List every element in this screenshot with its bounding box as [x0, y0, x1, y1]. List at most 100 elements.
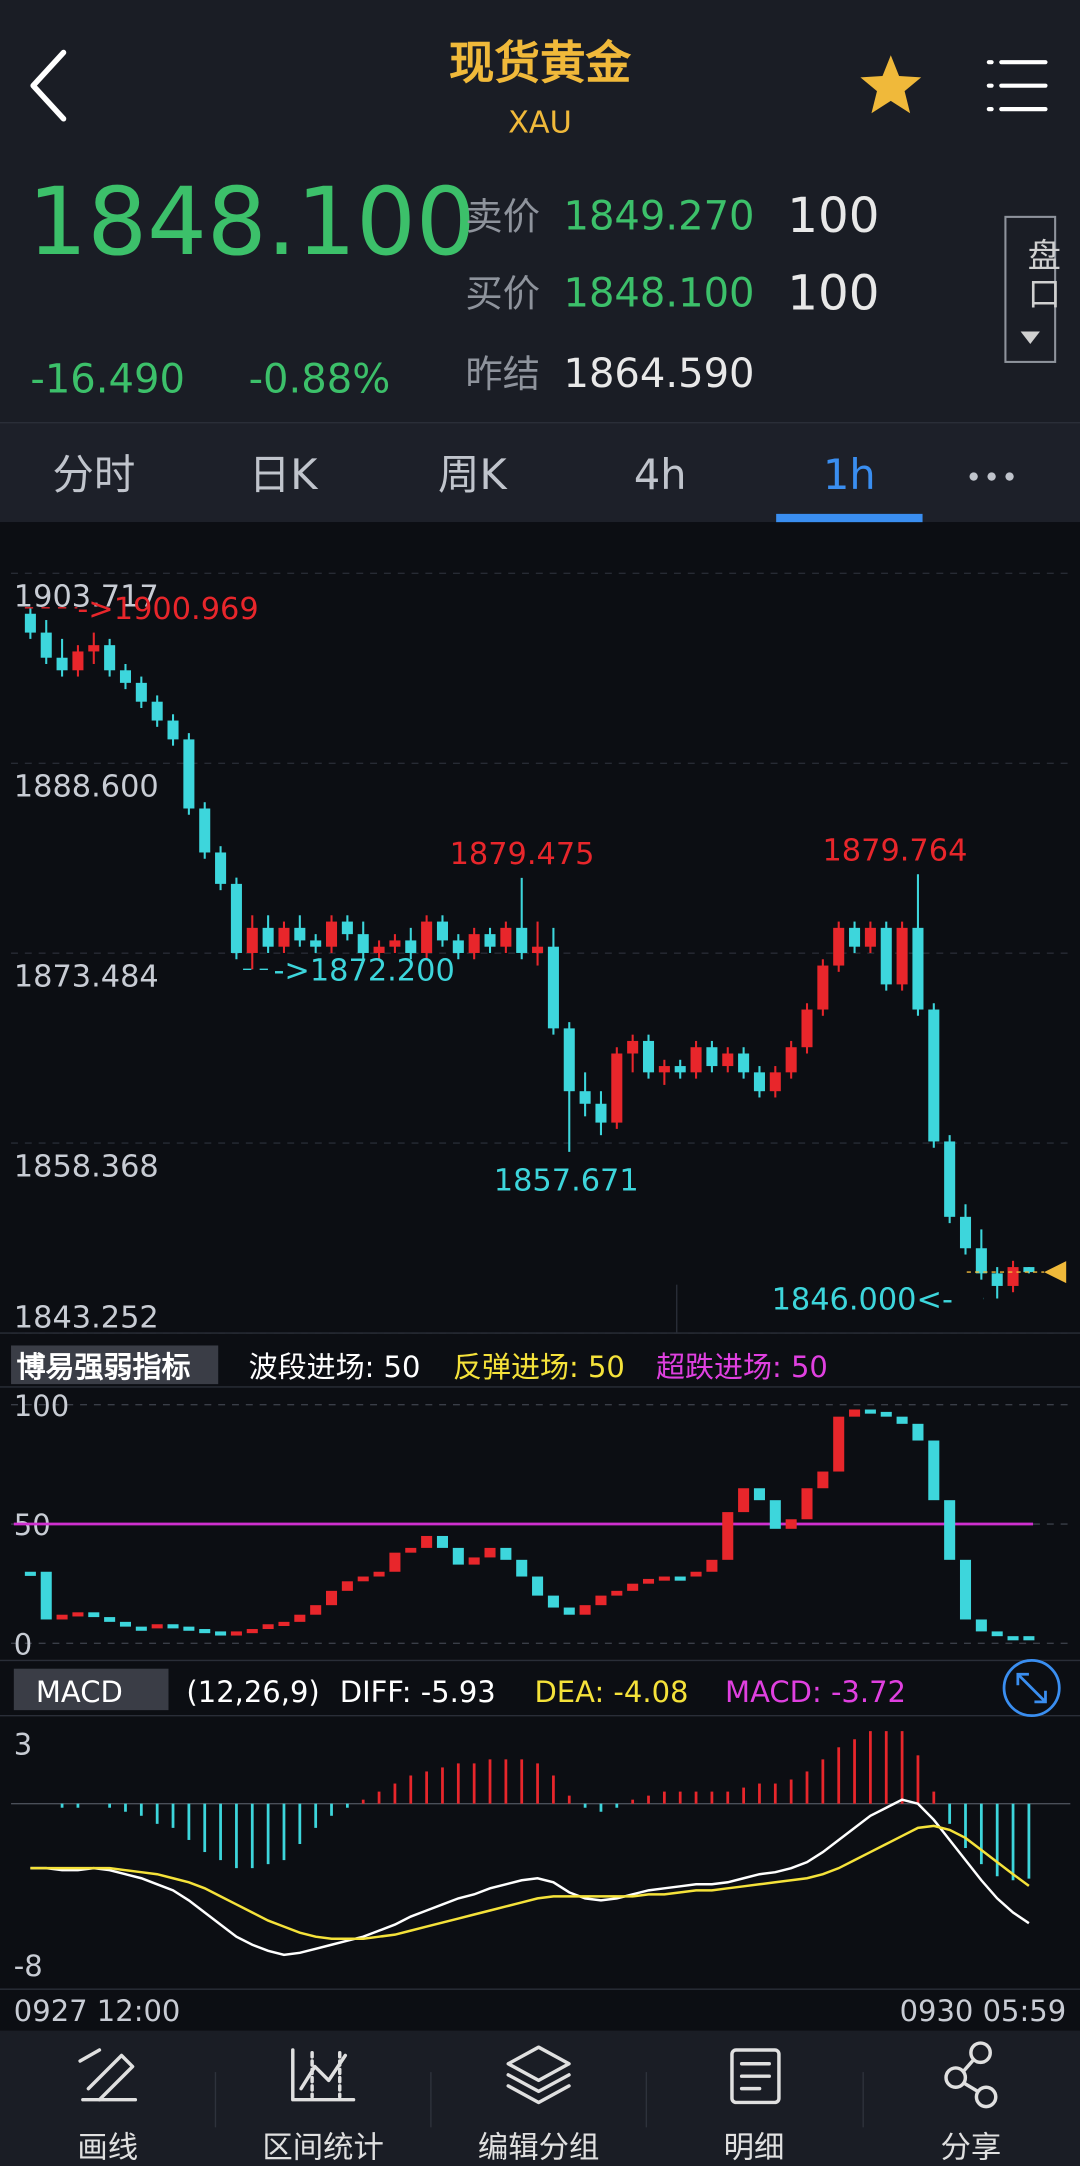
indicator-bar — [975, 1619, 987, 1632]
indicator-bar — [896, 1416, 908, 1424]
y-tick-label: 1873.484 — [14, 959, 159, 994]
macd-line — [30, 1824, 1030, 1940]
more-tabs[interactable] — [969, 472, 1014, 481]
indicator-bar — [484, 1547, 496, 1558]
indicator-bar — [516, 1559, 528, 1577]
indicator-bar — [72, 1612, 84, 1617]
indicator-bar — [199, 1629, 211, 1634]
macd-params: (12,26,9) — [186, 1675, 319, 1709]
candle-body — [642, 1040, 655, 1073]
menu-button[interactable] — [986, 60, 1048, 112]
footer-item[interactable]: 画线 — [77, 2131, 138, 2166]
footer-item[interactable]: 编辑分组 — [478, 2131, 599, 2166]
indicator-bar — [817, 1471, 829, 1489]
legend-entry: 反弹进场: 50 — [453, 1350, 625, 1384]
candle-body — [230, 883, 242, 953]
annotation: 1879.475 — [450, 837, 595, 872]
tab[interactable]: 分时 — [52, 451, 135, 499]
indicator-bar — [294, 1614, 306, 1622]
candle-body — [563, 1028, 575, 1092]
indicator-bar — [230, 1631, 242, 1636]
back-button[interactable] — [30, 49, 67, 122]
indicator-bar — [912, 1423, 924, 1441]
panel-button-frame — [1004, 215, 1057, 363]
footer-dividers — [214, 2072, 864, 2128]
candle-body — [135, 682, 147, 702]
indicator-bar — [151, 1624, 163, 1629]
y-tick-label: 1843.252 — [14, 1301, 159, 1336]
candle-body — [484, 934, 496, 947]
legend-entry: 超跌进场: 50 — [656, 1350, 828, 1384]
indicator-bar — [959, 1559, 972, 1620]
macd-title: MACD — [36, 1675, 123, 1709]
indicator-bar — [547, 1595, 559, 1608]
tab[interactable]: 日K — [249, 451, 319, 499]
indicator-bar — [928, 1440, 940, 1501]
indicator-bar — [373, 1571, 385, 1577]
x-tick-label: 0927 12:00 — [14, 1994, 181, 2028]
y-tick-label: 3 — [14, 1727, 32, 1761]
candle-body — [959, 1216, 972, 1249]
annotation: 1846.000<- — [772, 1283, 953, 1318]
indicator-bar — [753, 1488, 765, 1501]
candle-body — [1023, 1267, 1035, 1273]
icon-draw — [78, 2048, 138, 2102]
indicator-bar — [421, 1535, 433, 1548]
buy-label: 买价 — [465, 272, 540, 316]
candle-body — [389, 940, 401, 947]
indicator-bar — [452, 1547, 464, 1565]
indicator-bar — [310, 1605, 322, 1615]
candle-body — [849, 927, 861, 947]
candle-body — [658, 1066, 670, 1073]
icon-layers — [506, 2045, 571, 2105]
indicator-bar — [183, 1626, 195, 1631]
tab[interactable]: 4h — [634, 451, 687, 499]
candle-body — [468, 934, 480, 953]
candle-body — [690, 1047, 702, 1073]
footer-item[interactable]: 分享 — [941, 2131, 1002, 2166]
tab[interactable]: 周K — [438, 451, 508, 499]
indicator-bar — [611, 1590, 623, 1596]
candle-body — [215, 852, 227, 884]
annotation: ->1872.200 — [273, 953, 454, 988]
buy-price: 1848.100 — [563, 271, 754, 317]
y-tick-label: 1903.717 — [14, 579, 159, 614]
indicator-bar — [563, 1607, 575, 1615]
indicator-bar — [500, 1547, 512, 1560]
candle-body — [928, 1009, 940, 1142]
legend-entry: 波段进场: 50 — [249, 1350, 421, 1384]
chart-bg — [0, 522, 1080, 2031]
indicator-bar — [325, 1590, 338, 1606]
candle-body — [436, 921, 448, 941]
indicator-bar — [468, 1557, 480, 1565]
candle-body — [56, 657, 68, 671]
indicator-bar — [738, 1488, 750, 1513]
indicator-bar — [642, 1578, 655, 1584]
panel-button-label: 盘口 — [1022, 238, 1061, 315]
candle-body — [357, 934, 369, 953]
header-bg — [0, 0, 1080, 423]
y-tick-label: 1858.368 — [14, 1149, 159, 1184]
candle-body — [1007, 1267, 1019, 1286]
annotation: ->1900.969 — [77, 592, 258, 627]
footer-item[interactable]: 明细 — [724, 2131, 785, 2166]
indicator-title: 博易强弱指标 — [17, 1350, 191, 1384]
candle-body — [310, 940, 322, 947]
indicator-bar — [341, 1581, 353, 1591]
candle-body — [769, 1072, 781, 1092]
indicator-bar — [849, 1409, 861, 1417]
footer-item[interactable]: 区间统计 — [262, 2131, 383, 2166]
indicator-bar — [357, 1576, 369, 1582]
indicator-bar — [627, 1583, 639, 1591]
fullscreen-button[interactable] — [1002, 1659, 1061, 1718]
x-tick-label: 0930 05:59 — [900, 1994, 1067, 2028]
favorite-star[interactable] — [860, 55, 922, 114]
panel-button[interactable]: 盘口 — [1004, 215, 1061, 363]
candle-body — [738, 1053, 750, 1073]
indicator-bar — [246, 1629, 258, 1634]
indicator-bar — [215, 1631, 227, 1636]
tab[interactable]: 1h — [823, 451, 876, 499]
legend-entry: DEA: -4.08 — [534, 1675, 688, 1709]
candle-body — [785, 1047, 797, 1073]
candle-body — [262, 927, 274, 947]
